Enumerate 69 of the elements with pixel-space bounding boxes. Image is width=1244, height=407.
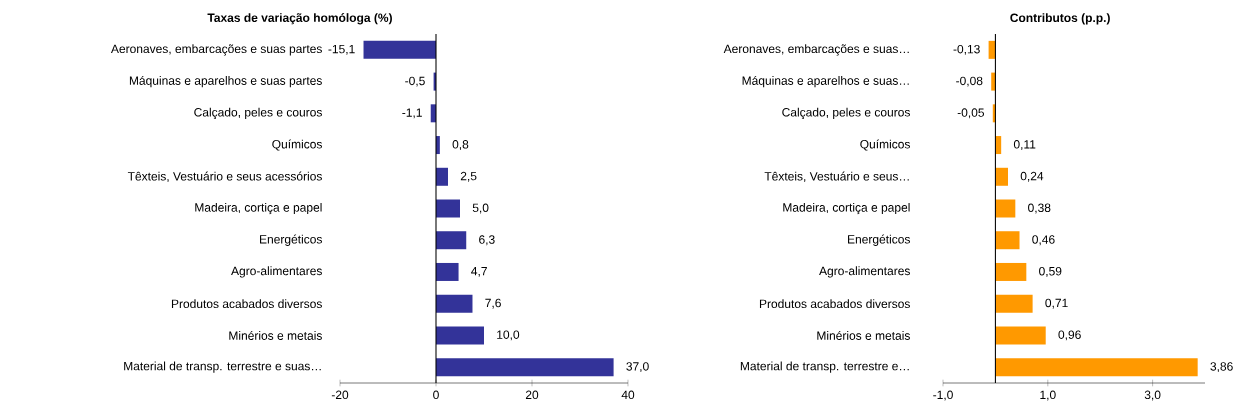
data-label: -1,1 — [402, 108, 422, 119]
data-label: 2,5 — [460, 171, 477, 182]
data-label: 7,6 — [485, 298, 501, 309]
x-tick-label: -1,0 — [933, 390, 953, 401]
y-tick-label: Calçado, peles e couros — [194, 107, 322, 119]
data-label: 6,3 — [479, 235, 495, 246]
data-label: 0,24 — [1020, 171, 1044, 182]
data-label: -0,08 — [956, 76, 983, 87]
data-label: 0,46 — [1032, 235, 1055, 246]
x-tick-label: 3,0 — [1144, 390, 1161, 401]
data-label: -0,05 — [957, 108, 985, 119]
bar — [436, 199, 460, 218]
data-label: 5,0 — [472, 203, 489, 214]
y-tick-label: Máquinas e aparelhos e suas… — [742, 75, 909, 88]
chart-title: Taxas de variação homóloga (%) — [207, 13, 392, 25]
bar — [995, 231, 1020, 250]
bar — [436, 167, 448, 186]
y-tick-label: Madeira, cortiça e papel — [195, 202, 322, 215]
bar — [363, 40, 436, 59]
y-tick-label: Madeira, cortiça e papel — [783, 202, 910, 215]
y-tick-label: Produtos acabados diversos — [171, 299, 322, 309]
x-tick-label: 40 — [621, 390, 635, 400]
data-label: 0,71 — [1045, 298, 1068, 309]
data-label: 3,86 — [1210, 362, 1233, 373]
data-label: 37,0 — [626, 362, 649, 373]
y-tick-label: Produtos acabados diversos — [759, 299, 910, 309]
y-tick-label: Químicos — [860, 139, 910, 151]
y-tick-label: Agro-alimentares — [231, 266, 322, 278]
data-label: 10,0 — [497, 330, 520, 341]
x-tick-label: 0 — [433, 390, 439, 400]
y-tick-label: Agro-alimentares — [819, 266, 910, 278]
y-tick-label: Material de transp. terrestre e suas… — [124, 361, 321, 373]
data-label: -15,1 — [328, 44, 355, 55]
bar — [995, 326, 1046, 345]
data-label: -0,13 — [953, 44, 980, 55]
x-tick-label: 20 — [525, 390, 539, 400]
x-tick-label: 1,0 — [1040, 390, 1056, 401]
y-tick-label: Minérios e metais — [229, 330, 322, 340]
bar — [436, 231, 467, 250]
bar — [995, 294, 1033, 313]
data-label: 0,96 — [1058, 330, 1081, 341]
bar — [995, 199, 1016, 218]
data-label: 0,11 — [1013, 140, 1036, 150]
data-label: 0,38 — [1028, 203, 1051, 214]
y-tick-label: Têxteis, Vestuário e seus acessórios — [127, 171, 322, 182]
y-tick-label: Aeronaves, embarcações e suas partes — [110, 44, 322, 56]
data-label: 4,7 — [471, 267, 487, 277]
bar — [995, 262, 1027, 281]
y-tick-label: Têxteis, Vestuário e seus… — [764, 171, 909, 182]
x-tick-label: -20 — [331, 390, 349, 400]
bar — [436, 358, 614, 377]
y-tick-label: Calçado, peles e couros — [782, 107, 910, 119]
data-label: -0,5 — [405, 76, 425, 87]
y-tick-label: Energéticos — [848, 234, 910, 246]
bar — [436, 326, 484, 345]
y-tick-label: Minérios e metais — [817, 330, 910, 340]
bar — [436, 294, 473, 313]
bar — [995, 358, 1198, 377]
y-tick-label: Aeronaves, embarcações e suas… — [723, 44, 909, 56]
y-tick-label: Químicos — [272, 139, 322, 151]
y-tick-label: Material de transp. terrestre e… — [740, 361, 909, 373]
y-tick-label: Energéticos — [260, 234, 322, 246]
data-label: 0,59 — [1039, 266, 1062, 277]
data-label: 0,8 — [452, 140, 469, 150]
chart-title: Contributos (p.p.) — [1010, 13, 1110, 25]
bar — [436, 262, 459, 281]
y-tick-label: Máquinas e aparelhos e suas partes — [129, 75, 322, 88]
bar — [991, 72, 996, 91]
bar — [995, 167, 1008, 186]
